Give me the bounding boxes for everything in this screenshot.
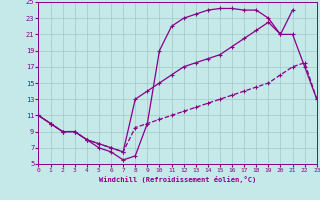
X-axis label: Windchill (Refroidissement éolien,°C): Windchill (Refroidissement éolien,°C)	[99, 176, 256, 183]
